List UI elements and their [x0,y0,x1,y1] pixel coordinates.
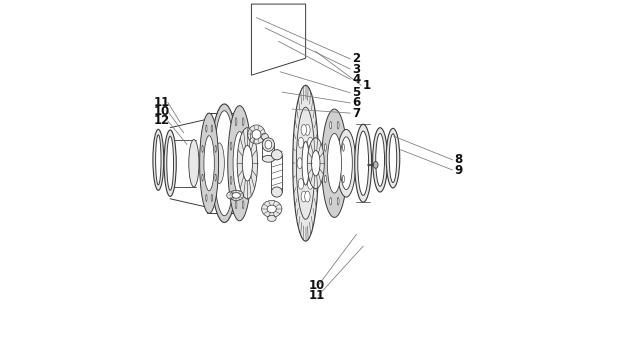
Ellipse shape [262,155,274,162]
Text: 11: 11 [309,289,325,302]
Ellipse shape [308,178,313,189]
Ellipse shape [227,192,234,199]
Ellipse shape [305,191,310,202]
Ellipse shape [261,201,282,217]
Ellipse shape [237,128,258,199]
Ellipse shape [262,138,274,151]
Ellipse shape [235,118,237,126]
Ellipse shape [328,133,342,193]
Ellipse shape [242,146,252,181]
Ellipse shape [355,124,371,202]
Ellipse shape [337,121,339,129]
Text: 9: 9 [455,164,463,176]
Ellipse shape [337,198,339,205]
Text: 4: 4 [352,73,360,86]
Ellipse shape [324,144,326,151]
Ellipse shape [247,142,249,150]
Ellipse shape [202,174,203,181]
Ellipse shape [307,138,324,189]
Ellipse shape [214,111,234,216]
Text: 11: 11 [153,96,169,109]
Ellipse shape [232,192,240,198]
Ellipse shape [297,158,303,169]
Ellipse shape [214,143,224,184]
Ellipse shape [301,124,307,135]
Text: 8: 8 [455,153,463,166]
Ellipse shape [265,140,272,149]
Ellipse shape [302,141,309,185]
Ellipse shape [206,194,207,202]
Ellipse shape [373,162,378,168]
Ellipse shape [235,201,237,209]
Ellipse shape [386,129,400,188]
Ellipse shape [342,144,344,151]
Text: 3: 3 [352,63,360,75]
Ellipse shape [271,150,282,160]
Ellipse shape [242,201,244,209]
Ellipse shape [268,215,276,221]
Ellipse shape [200,113,219,213]
Text: 6: 6 [352,97,360,109]
Ellipse shape [204,136,214,191]
Text: 10: 10 [153,105,169,118]
Ellipse shape [156,135,161,185]
Ellipse shape [389,134,397,183]
Ellipse shape [247,176,249,184]
Ellipse shape [231,142,232,150]
Text: 1: 1 [363,79,371,92]
Ellipse shape [376,133,384,186]
Ellipse shape [231,176,232,184]
Ellipse shape [311,151,320,176]
Ellipse shape [215,145,216,152]
Ellipse shape [309,158,314,169]
Ellipse shape [188,139,199,187]
Ellipse shape [301,191,307,202]
Ellipse shape [308,137,313,148]
Ellipse shape [261,133,268,140]
Ellipse shape [342,175,344,183]
Ellipse shape [233,132,246,195]
Ellipse shape [330,198,331,205]
Ellipse shape [358,131,368,196]
Ellipse shape [252,130,261,139]
Text: 5: 5 [352,86,360,99]
Ellipse shape [305,124,310,135]
Ellipse shape [321,109,347,217]
Text: 7: 7 [352,107,360,120]
Ellipse shape [242,118,244,126]
Ellipse shape [167,136,174,190]
Ellipse shape [337,129,356,197]
Ellipse shape [153,129,164,190]
Ellipse shape [330,121,331,129]
Ellipse shape [211,125,213,132]
Ellipse shape [211,104,238,222]
Ellipse shape [248,125,265,144]
Ellipse shape [293,85,318,241]
Ellipse shape [324,175,326,183]
Text: 12: 12 [153,114,169,128]
Ellipse shape [298,178,303,189]
Ellipse shape [267,205,276,213]
Ellipse shape [206,125,207,132]
Text: 2: 2 [352,52,360,65]
Ellipse shape [228,106,252,221]
Ellipse shape [215,174,216,181]
Ellipse shape [373,128,387,192]
Ellipse shape [340,137,352,190]
Ellipse shape [211,194,213,202]
Ellipse shape [164,130,176,197]
Ellipse shape [271,187,282,197]
Ellipse shape [202,145,203,152]
Ellipse shape [297,107,315,219]
Ellipse shape [298,137,303,148]
Ellipse shape [229,190,243,201]
Text: 10: 10 [309,278,325,292]
